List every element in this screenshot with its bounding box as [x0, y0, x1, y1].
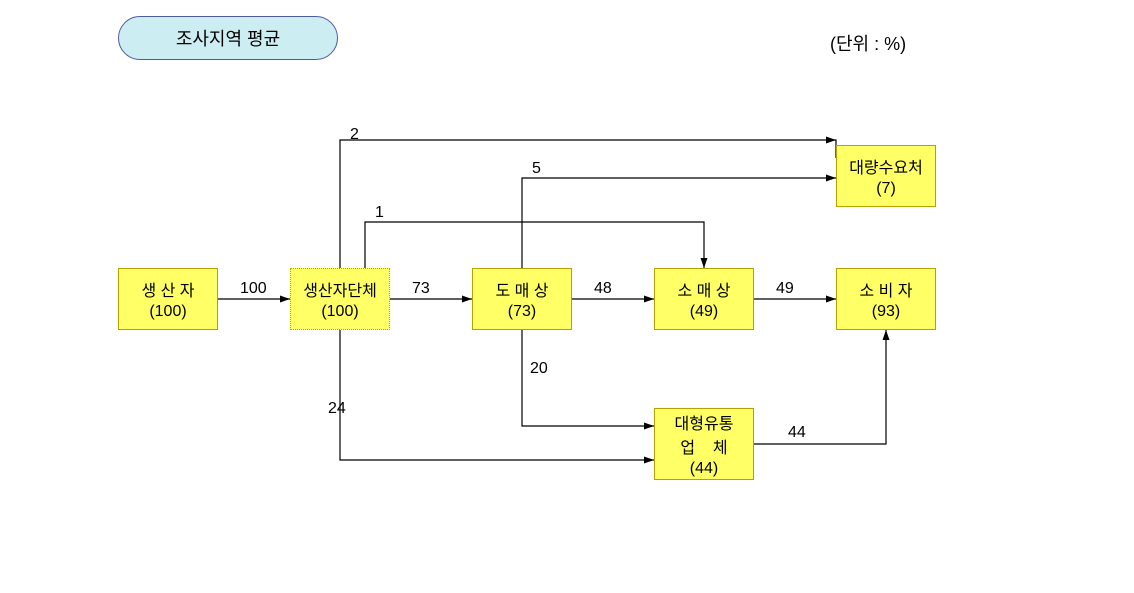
node-label: 소 비 자 — [859, 277, 912, 301]
edge-arrowhead — [826, 137, 836, 144]
node-label: 생산자단체 — [303, 277, 377, 301]
node-bigdist: 대형유통 업 체 (44) — [654, 408, 754, 480]
node-label: 생 산 자 — [141, 277, 194, 301]
unit-label: (단위 : %) — [830, 30, 906, 56]
edge-arrowhead — [462, 296, 472, 303]
node-label: 대형유통 업 체 — [675, 410, 734, 458]
title-badge: 조사지역 평균 — [118, 16, 338, 60]
edge-label: 24 — [328, 400, 346, 418]
edge-arrowhead — [826, 175, 836, 182]
node-value: (7) — [876, 180, 896, 198]
node-value: (100) — [321, 303, 358, 321]
edge-arrowhead — [644, 296, 654, 303]
edge-arrowhead — [280, 296, 290, 303]
edge-label: 73 — [412, 280, 430, 298]
edge-label: 5 — [532, 160, 541, 178]
edge-label: 49 — [776, 280, 794, 298]
node-retail: 소 매 상 (49) — [654, 268, 754, 330]
node-value: (93) — [872, 303, 900, 321]
node-label: 도 매 상 — [495, 277, 548, 301]
edge-arrowhead — [826, 296, 836, 303]
edge-line — [522, 178, 836, 268]
edge-arrowhead — [701, 258, 708, 268]
edge-line — [365, 222, 704, 268]
node-value: (100) — [149, 303, 186, 321]
edge-label: 48 — [594, 280, 612, 298]
edge-arrowhead — [883, 330, 890, 340]
node-value: (73) — [508, 303, 536, 321]
node-label: 대량수요처 — [849, 154, 923, 178]
edge-line — [340, 140, 836, 268]
node-label: 소 매 상 — [677, 277, 730, 301]
node-wholesale: 도 매 상 (73) — [472, 268, 572, 330]
node-org: 생산자단체 (100) — [290, 268, 390, 330]
node-value: (44) — [690, 460, 718, 478]
edge-label: 20 — [530, 360, 548, 378]
edge-line — [340, 330, 654, 460]
edge-label: 44 — [788, 424, 806, 442]
title-text: 조사지역 평균 — [176, 25, 280, 51]
node-producer: 생 산 자 (100) — [118, 268, 218, 330]
edge-arrowhead — [644, 457, 654, 464]
unit-text: (단위 : %) — [830, 34, 906, 54]
edge-label: 1 — [375, 204, 384, 222]
node-value: (49) — [690, 303, 718, 321]
edge-line — [754, 330, 886, 444]
edge-arrowhead — [644, 423, 654, 430]
edge-label: 2 — [350, 126, 359, 144]
edge-line — [522, 330, 654, 426]
node-bulk: 대량수요처 (7) — [836, 145, 936, 207]
edge-label: 100 — [240, 280, 267, 298]
node-consumer: 소 비 자 (93) — [836, 268, 936, 330]
